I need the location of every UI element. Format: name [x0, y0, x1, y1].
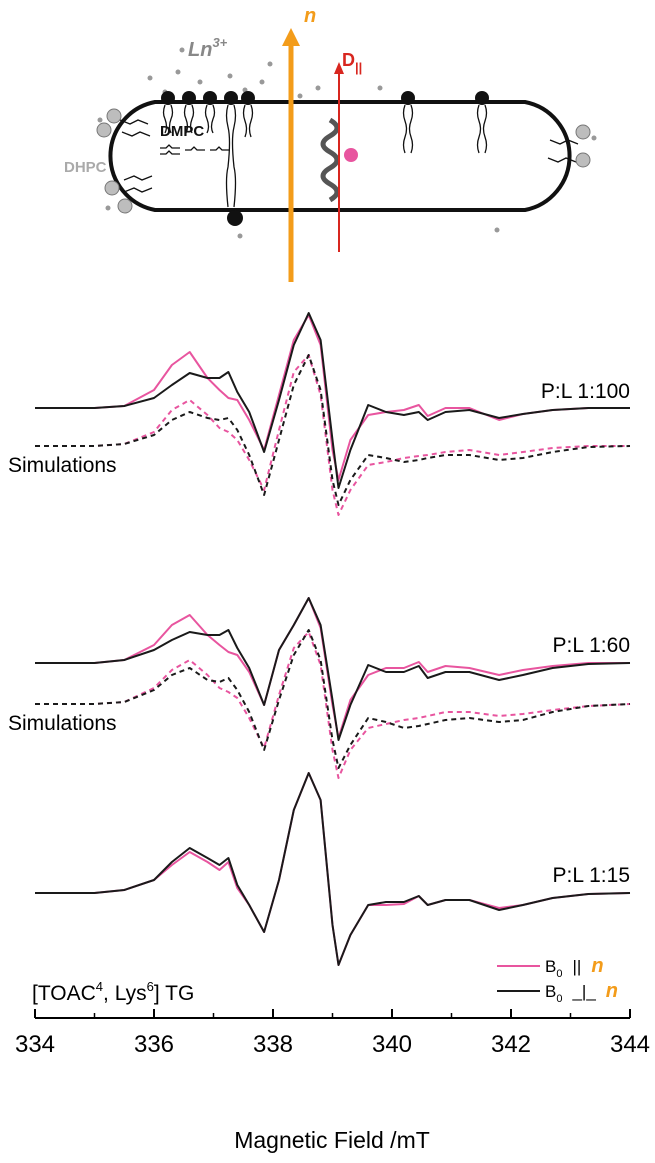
spectrum-line [35, 773, 630, 965]
legend-vector: n [591, 955, 603, 977]
x-tick-label: 344 [610, 1031, 650, 1058]
legend-subscript: 0 [556, 968, 562, 980]
legend-symbol: B [545, 957, 556, 976]
ion-symbol: Ln [188, 39, 212, 61]
legend-vector: n [606, 980, 618, 1002]
compound-part: ] TG [154, 982, 194, 1005]
figure: Ln3+ n D|| DMPC DHPC 334336338340342344B… [0, 0, 655, 1163]
legend-symbol: B [545, 982, 556, 1001]
legend-subscript: 0 [556, 993, 562, 1005]
x-tick-label: 342 [491, 1031, 531, 1058]
helix [323, 120, 337, 200]
spectrum-line [35, 355, 630, 505]
x-tick-label: 340 [372, 1031, 412, 1058]
legend-relation: _|_ [571, 982, 596, 1001]
schematic: Ln3+ n D|| DMPC DHPC [64, 5, 597, 282]
legend-relation: || [572, 957, 581, 976]
compound-label: [TOAC4, Lys6] TG [32, 979, 194, 1005]
legend-entry: B0 _|_ n [545, 980, 618, 1005]
x-tick-label: 338 [253, 1031, 293, 1058]
compound-part: , Lys [103, 982, 147, 1005]
spectrum-line [35, 598, 630, 738]
compound-part: [TOAC [32, 982, 96, 1005]
compound-superscript: 6 [147, 979, 154, 994]
ion-charge: 3+ [212, 35, 227, 50]
panel-label: P:L 1:100 [541, 380, 630, 403]
director-symbol: D [342, 50, 355, 70]
simulation-label: Simulations [8, 454, 117, 477]
normal-label: n [304, 5, 316, 27]
dmpc-label: DMPC [160, 123, 204, 140]
ion-label: Ln3+ [188, 35, 228, 61]
spectrum-line [35, 598, 630, 740]
panel-label: P:L 1:60 [553, 634, 630, 657]
simulation-label: Simulations [8, 712, 117, 735]
panel-label: P:L 1:15 [553, 864, 630, 887]
dhpc-label: DHPC [64, 159, 107, 176]
compound-superscript: 4 [96, 979, 103, 994]
director-label: D|| [342, 50, 362, 75]
director-subscript: || [355, 60, 362, 75]
spectrum-line [35, 773, 630, 965]
x-tick-label: 336 [134, 1031, 174, 1058]
dmpc-heads [161, 91, 489, 226]
legend-entry: B0 || n [545, 955, 604, 980]
normal-arrowhead [282, 28, 300, 46]
x-tick-label: 334 [15, 1031, 55, 1058]
x-axis-title: Magnetic Field /mT [234, 1127, 430, 1153]
spin-label [344, 148, 358, 162]
